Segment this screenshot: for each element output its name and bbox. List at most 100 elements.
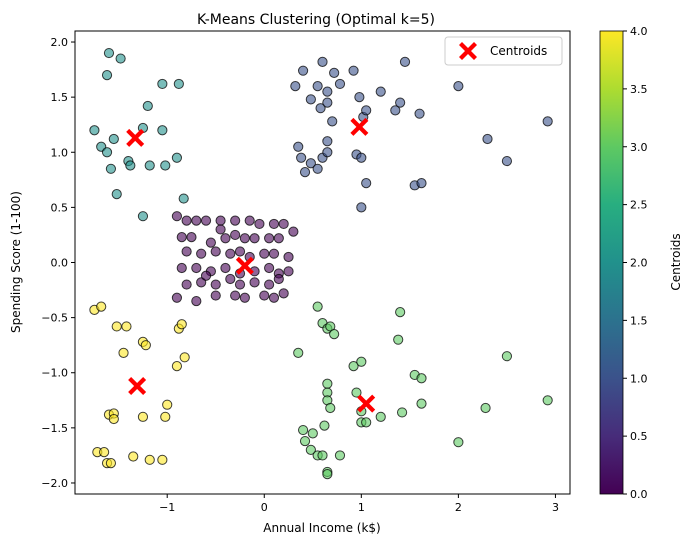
chart-title: K-Means Clustering (Optimal k=5) (197, 12, 435, 28)
data-point (319, 420, 330, 431)
data-point (210, 246, 221, 257)
data-point (111, 321, 122, 332)
data-point (453, 437, 464, 448)
data-point (482, 133, 493, 145)
data-point (305, 158, 316, 169)
data-point (157, 78, 168, 90)
data-point (171, 361, 183, 372)
data-point (354, 92, 365, 103)
data-point (99, 447, 110, 458)
data-point (162, 399, 173, 410)
data-point (210, 279, 221, 290)
data-point (176, 319, 187, 330)
data-point (259, 248, 270, 259)
data-point (230, 290, 241, 301)
data-point (542, 395, 553, 406)
data-point (115, 53, 126, 64)
y-axis-ticks: −2.0 −1.5 −1.0 −0.5 0.0 0.5 1.0 1.5 2.0 (41, 36, 75, 490)
data-point (118, 347, 129, 358)
colorbar-ticks: 0.0 0.5 1.0 1.5 2.0 2.5 3.0 3.5 4.0 (623, 25, 648, 501)
data-point (325, 402, 336, 414)
colorbar (599, 30, 624, 495)
data-point (264, 233, 275, 244)
y-axis-label: Spending Score (1-100) (9, 191, 23, 333)
y-tick-label: 1.0 (51, 146, 69, 159)
y-tick-label: −1.5 (41, 422, 68, 435)
data-point (171, 292, 183, 303)
legend-centroid-marker (459, 42, 477, 60)
data-point (191, 295, 202, 307)
data-point (361, 105, 372, 116)
data-point (160, 411, 171, 422)
data-point (322, 97, 333, 108)
data-point (307, 428, 318, 439)
data-point (234, 246, 246, 257)
data-point (121, 321, 132, 332)
colorbar-tick-label: 3.0 (630, 141, 648, 154)
data-point (453, 81, 464, 92)
data-point (322, 147, 333, 158)
data-point (356, 356, 367, 367)
data-point (361, 178, 372, 189)
data-point (171, 152, 183, 163)
data-point (501, 155, 513, 167)
data-point (176, 232, 187, 243)
data-point (390, 105, 401, 116)
points-layer (89, 47, 553, 480)
data-point (264, 262, 275, 274)
data-point (480, 402, 491, 414)
colorbar-tick-label: 2.5 (630, 199, 648, 212)
data-point (361, 417, 372, 428)
colorbar-tick-label: 1.0 (630, 372, 648, 385)
colorbar-tick-label: 0.5 (630, 430, 648, 443)
data-point (278, 288, 289, 299)
data-point (334, 450, 346, 461)
centroid-marker (350, 117, 369, 136)
data-point (249, 233, 260, 244)
data-point (416, 373, 427, 384)
colorbar-tick-label: 0.0 (630, 488, 648, 501)
data-point (142, 100, 153, 112)
data-point (108, 413, 119, 425)
data-point (356, 202, 367, 213)
data-point (416, 398, 427, 409)
data-point (322, 86, 333, 97)
data-point (396, 407, 408, 418)
data-point (305, 94, 316, 105)
centroid-marker (235, 256, 254, 275)
data-point (239, 233, 250, 244)
data-point (181, 215, 192, 226)
x-axis-ticks: −1 0 1 2 3 (159, 494, 559, 514)
data-point (293, 347, 304, 358)
centroid-marker (357, 394, 376, 413)
data-point (244, 215, 255, 226)
data-point (264, 279, 275, 290)
data-point (181, 246, 192, 257)
data-point (288, 226, 299, 237)
data-point (191, 215, 202, 226)
data-point (186, 232, 197, 243)
data-point (322, 378, 333, 389)
data-point (225, 273, 236, 285)
data-point (334, 78, 346, 90)
data-point (315, 103, 326, 114)
data-point (173, 78, 184, 90)
data-point (96, 301, 107, 312)
data-point (329, 67, 340, 78)
data-point (296, 152, 307, 163)
data-point (375, 411, 386, 422)
data-point (317, 450, 328, 461)
data-point (278, 218, 289, 230)
data-point (220, 233, 231, 244)
legend-label-centroids: Centroids (490, 44, 547, 58)
legend: Centroids (444, 36, 563, 66)
data-point (105, 163, 117, 174)
data-point (299, 167, 311, 178)
data-point (144, 454, 155, 465)
data-point (140, 340, 151, 351)
data-point (89, 125, 100, 136)
data-point (542, 116, 553, 127)
data-point (317, 56, 328, 67)
y-tick-label: −2.0 (41, 477, 68, 490)
data-point (171, 211, 183, 222)
